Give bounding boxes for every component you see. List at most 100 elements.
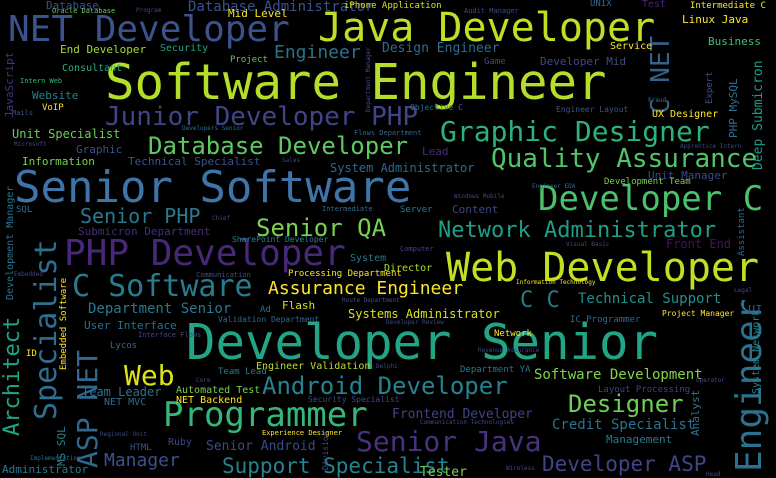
word-game: Game (484, 57, 506, 67)
word-analyst-vertical: Analyst (689, 389, 702, 436)
word-developer-senior: Developer Senior (186, 314, 659, 371)
word-business: Business (708, 35, 761, 48)
word-objective-c: Objective C (410, 103, 463, 112)
word-program: Program (136, 7, 162, 14)
word-id: ID (26, 349, 37, 359)
word-technical-support: Technical Support (578, 291, 722, 307)
word-department-ya: Department YA (460, 365, 531, 375)
word-developer-review: Developer Review (386, 319, 444, 326)
word-administrator: Administrator (2, 463, 89, 476)
word-apprentice-intern: Apprentice Intern (680, 143, 742, 150)
word-engineer-layout: Engineer Layout (556, 105, 629, 114)
word-development-manager-vertical: Development Manager (5, 185, 16, 300)
word-service: Service (610, 41, 653, 52)
word-end-developer: End Developer (60, 43, 147, 56)
word-lycos: Lycos (110, 341, 138, 351)
word-assurance-engineer: Assurance Engineer (268, 278, 464, 299)
word-frontend-developer: Frontend Developer (392, 407, 533, 422)
word-linux-java: Linux Java (682, 13, 749, 26)
word-network-administrator: Network Administrator (438, 218, 717, 243)
word-software-development: Software Development (534, 367, 703, 383)
word-sales: Sales (282, 157, 301, 164)
word-programmer: Programmer (163, 395, 368, 435)
word-embedded-software-vertical: Embedded Software (59, 277, 69, 370)
word-project: Project (230, 55, 268, 65)
word-senior-software: Senior Software (14, 162, 412, 213)
word-java-developer: Java Developer (318, 5, 656, 51)
word-senior-android: Senior Android (206, 439, 316, 454)
word-layout-processing: Layout Processing (598, 385, 691, 395)
word-asp-net-vertical: ASP NET (71, 349, 104, 468)
word-development-team: Development Team (604, 177, 691, 187)
word-system: System (350, 253, 387, 264)
word-visual-basic: Visual Basic (566, 241, 610, 248)
word-website: Website (32, 89, 79, 102)
word-c-c: C C (520, 288, 560, 313)
word-project-manager: Project Manager (662, 309, 735, 318)
word-intern-web: Intern Web (20, 77, 63, 85)
word-junior-developer-php: Junior Developer PHP (105, 102, 419, 132)
word-security: Security (160, 43, 209, 54)
word-oracle-database: Oracle Database (52, 7, 116, 15)
word-database-administrator: Database Administrator (188, 0, 374, 15)
word-javascript-vertical: JavaScript (3, 51, 16, 118)
word-developer-c: Developer C (538, 179, 764, 219)
word-engineer-validation: Engineer Validation (256, 361, 371, 372)
word-credit-specialist: Credit Specialist (552, 417, 696, 433)
word-tester: Tester (420, 465, 467, 478)
word-interface-flows: Interface Flows (138, 331, 202, 339)
word-operator: Operator (696, 377, 725, 384)
word-server: Server (400, 205, 433, 215)
word-net-backend: NET Backend (176, 395, 243, 406)
word-sql: SQL (16, 205, 33, 215)
word-department-senior: Department Senior (88, 301, 232, 317)
word-developers-senior: Developers Senior (182, 125, 244, 132)
word-deep-submicron-vertical: Deep Submicron (751, 60, 766, 170)
word-php-mysql-vertical: PHP MySQL (727, 78, 740, 138)
word-web-developer: Web Developer (446, 245, 760, 291)
word-ic-programmer: IC Programmer (570, 315, 641, 325)
word-unit-specialist: Unit Specialist (12, 127, 121, 141)
word-unit-manager: Unit Manager (648, 169, 728, 182)
word-embedded: Embedded (14, 271, 43, 278)
word-implementation: Implementation (30, 455, 81, 462)
word-regional-unit: Regional Unit (100, 431, 147, 438)
word-head: Head (706, 471, 721, 478)
word-net-mvc: NET MVC (104, 397, 147, 408)
word-flash: Flash (282, 299, 316, 312)
word-microsoft: Microsoft (14, 141, 47, 148)
word-validation-department: Validation Department (218, 315, 320, 324)
word-html: HTML (130, 443, 152, 453)
word-assistant-vertical: Assistant (737, 207, 747, 256)
word-wireless: Wireless (506, 465, 535, 472)
word-computer: Computer (400, 245, 434, 253)
word-test: Test (642, 0, 667, 10)
word-specialist-vertical: Specialist (29, 239, 64, 420)
word-engineer-eda: Engineer EDA (532, 183, 576, 190)
word-intermediate: Intermediate (322, 205, 373, 213)
word-designer: Designer (568, 390, 684, 418)
word-team-leader: Team Leader (82, 385, 162, 399)
word-web: Web (124, 359, 175, 392)
word-manager: Manager (104, 450, 180, 471)
word-database: Database (46, 0, 99, 12)
word-ms-sql-vertical: MS SQL (55, 426, 68, 466)
word-director: Director (384, 263, 433, 274)
word-department-manager-vertical: Department Manager (365, 46, 372, 112)
word-ad: Ad (260, 305, 271, 315)
word-management: Management (606, 433, 673, 446)
word-developer-mid: Developer Mid (540, 55, 627, 68)
word-front-end: Front End (666, 237, 732, 251)
word-ruby: Ruby (168, 437, 193, 448)
word-flows-department: Flows Department (354, 129, 422, 137)
word-security-specialist: Security Specialist (308, 395, 400, 404)
word-mid-level: Mid Level (228, 7, 288, 20)
word-expert-vertical: Expert (705, 71, 715, 104)
word-route-department: Route Department (342, 297, 400, 304)
word-architect-vertical: Architect (0, 316, 25, 436)
word-engineer: Engineer (274, 42, 361, 63)
word-network: Network (494, 329, 532, 339)
word-android-developer: Android Developer (262, 372, 508, 400)
word-engineer-vertical: Engineer (729, 298, 770, 472)
